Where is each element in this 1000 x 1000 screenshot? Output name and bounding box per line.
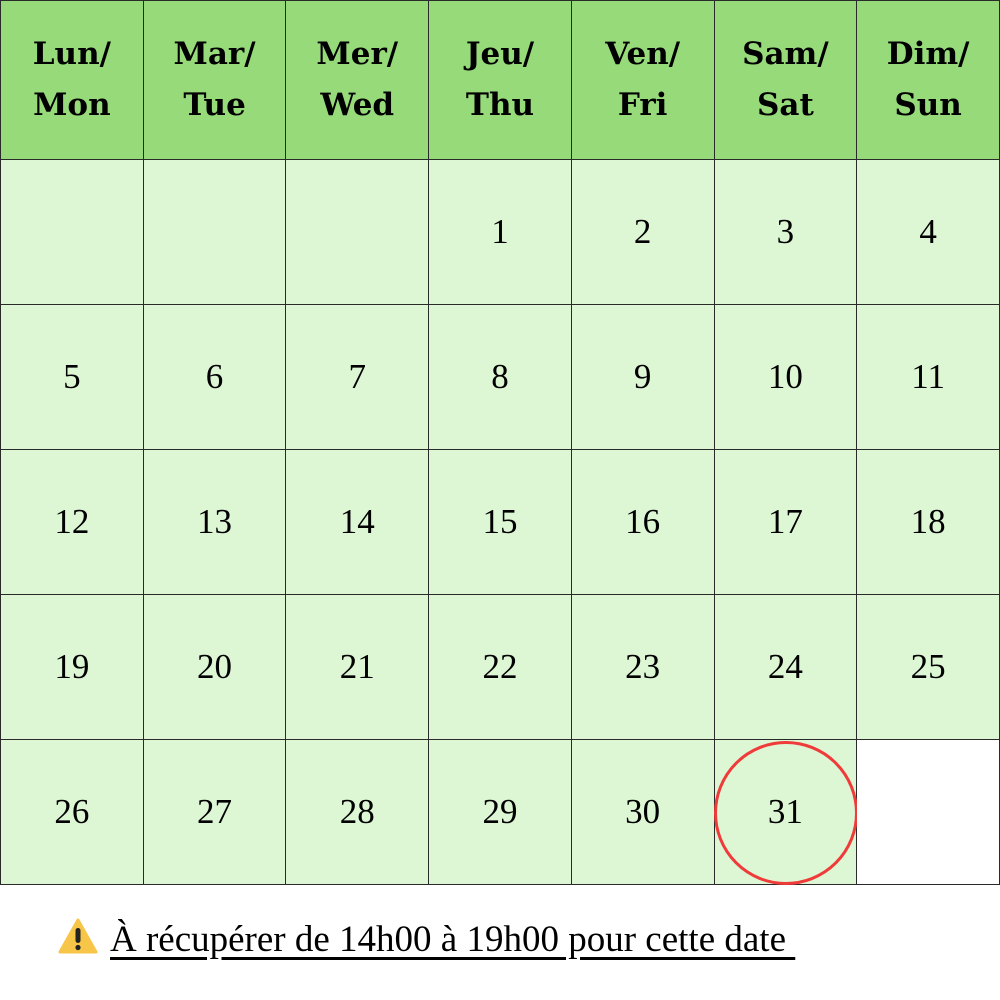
weekday-fr: Mar/ [173,36,256,72]
day-cell[interactable]: 30 [570,739,715,885]
day-cell[interactable]: 4 [856,159,1000,305]
day-number: 18 [910,502,946,541]
day-number: 22 [482,647,518,686]
week-row: 1 2 3 4 [0,159,1000,305]
day-number: 29 [482,792,518,831]
empty-cell [142,159,287,305]
week-row: 12 13 14 15 16 17 18 [0,449,1000,595]
day-cell[interactable]: 28 [285,739,430,885]
day-cell[interactable]: 21 [285,594,430,740]
day-cell[interactable]: 7 [285,304,430,450]
day-cell[interactable]: 24 [713,594,858,740]
pickup-note: À récupérer de 14h00 à 19h00 pour cette … [58,918,948,961]
day-cell[interactable]: 27 [142,739,287,885]
day-cell[interactable]: 2 [570,159,715,305]
weekday-en: Thu [465,87,535,123]
day-cell[interactable]: 29 [428,739,572,885]
weekday-fr: Dim/ [886,36,970,72]
day-number: 16 [625,502,661,541]
calendar-grid: Lun/Mon Mar/Tue Mer/Wed Jeu/Thu Ven/Fri Sam/S… [0,0,1000,885]
day-number: 12 [54,502,90,541]
empty-cell [285,159,430,305]
day-number: 10 [767,357,803,396]
weekday-header-fri: Ven/Fri [570,0,715,160]
day-cell[interactable]: 16 [570,449,715,595]
day-number: 27 [197,792,233,831]
empty-cell [0,159,144,305]
week-row: 26 27 28 29 30 31 [0,739,1000,885]
weekday-header-sat: Sam/Sat [713,0,858,160]
day-number: 4 [919,212,937,251]
day-cell[interactable]: 1 [428,159,572,305]
day-number: 8 [491,357,509,396]
weekday-en: Fri [617,87,668,123]
day-cell[interactable]: 15 [428,449,572,595]
day-number: 2 [633,212,652,251]
day-cell[interactable]: 22 [428,594,572,740]
day-cell[interactable]: 5 [0,304,144,450]
day-cell[interactable]: 26 [0,739,144,885]
week-row: 19 20 21 22 23 24 25 [0,594,1000,740]
weekday-en: Sat [756,87,814,123]
day-number: 21 [339,647,375,686]
day-cell[interactable]: 12 [0,449,144,595]
day-number: 28 [339,792,375,831]
day-cell[interactable]: 18 [856,449,1000,595]
pickup-note-text: À récupérer de 14h00 à 19h00 pour cette … [110,919,786,960]
day-cell[interactable]: 23 [570,594,715,740]
day-cell[interactable]: 11 [856,304,1000,450]
day-number: 3 [776,212,795,251]
day-cell[interactable]: 14 [285,449,430,595]
weekday-en: Wed [320,87,395,123]
day-number: 7 [348,357,367,396]
day-number: 24 [767,647,803,686]
empty-cell [856,739,1000,885]
day-cell[interactable]: 19 [0,594,144,740]
weekday-header-tue: Mar/Tue [142,0,287,160]
day-number: 23 [625,647,661,686]
day-cell[interactable]: 6 [142,304,287,450]
day-number: 5 [63,357,81,396]
week-row: 5 6 7 8 9 10 11 [0,304,1000,450]
day-cell[interactable]: 13 [142,449,287,595]
day-number: 17 [767,502,803,541]
day-cell[interactable]: 10 [713,304,858,450]
weekday-en: Tue [183,87,246,123]
day-cell[interactable]: 25 [856,594,1000,740]
day-number: 14 [339,502,375,541]
weekday-fr: Jeu/ [465,36,535,72]
day-cell[interactable]: 9 [570,304,715,450]
highlight-circle [714,741,859,885]
day-number: 25 [910,647,946,686]
day-number: 15 [482,502,518,541]
weekday-header-sun: Dim/Sun [856,0,1000,160]
calendar-body: 1 2 3 4 5 6 7 8 9 10 11 12 13 14 15 16 17 18 19 20 21 22 23 24 2… [0,159,1000,885]
weekday-fr: Lun/ [32,36,111,72]
day-number: 30 [625,792,661,831]
day-number: 9 [633,357,652,396]
weekday-en: Sun [894,87,962,123]
weekday-en: Mon [33,87,111,123]
day-number: 6 [205,357,224,396]
day-cell[interactable]: 17 [713,449,858,595]
day-number: 13 [197,502,233,541]
weekday-header-mon: Lun/Mon [0,0,144,160]
weekday-fr: Sam/ [742,36,829,72]
weekday-fr: Mer/ [316,36,399,72]
day-number: 19 [54,647,90,686]
weekday-header-thu: Jeu/Thu [428,0,572,160]
day-number: 26 [54,792,90,831]
day-cell[interactable]: 3 [713,159,858,305]
day-cell[interactable]: 20 [142,594,287,740]
day-cell[interactable]: 31 [713,739,859,885]
day-number: 11 [911,357,945,396]
weekday-fr: Ven/ [605,36,681,72]
day-cell[interactable]: 8 [428,304,572,450]
warning-icon [58,918,98,954]
weekday-header-row: Lun/Mon Mar/Tue Mer/Wed Jeu/Thu Ven/Fri Sam/S… [0,0,1000,160]
weekday-header-wed: Mer/Wed [285,0,430,160]
day-number: 20 [197,647,233,686]
day-number: 1 [491,212,509,251]
